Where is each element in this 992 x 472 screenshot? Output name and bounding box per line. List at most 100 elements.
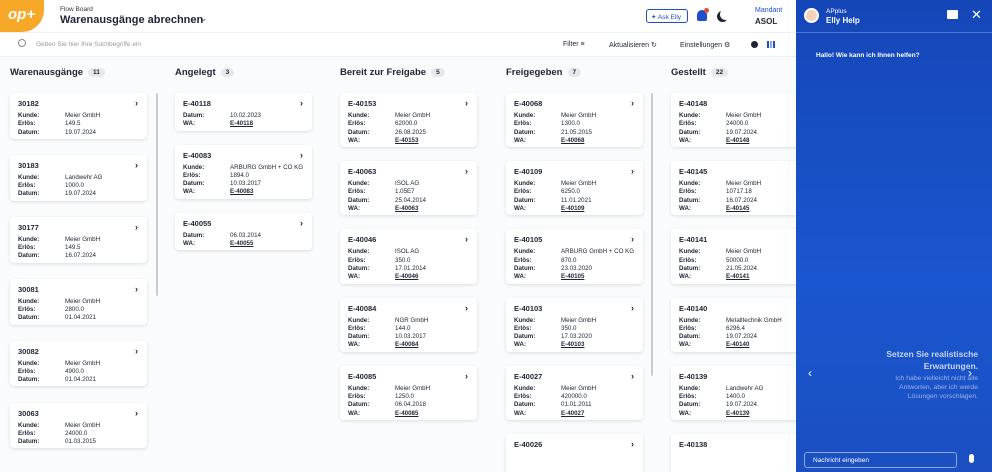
- close-button[interactable]: ✕: [971, 7, 982, 22]
- field-link[interactable]: E-40027: [561, 409, 585, 417]
- card-open[interactable]: ›: [465, 98, 468, 108]
- field-value: 149.5: [65, 120, 81, 128]
- field-label: WA:: [348, 205, 361, 213]
- card[interactable]: E-40103 › Kunde: Meier GmbH Erlös: 350.0 Datum…: [506, 297, 643, 352]
- field-link[interactable]: E-40063: [395, 205, 419, 213]
- card[interactable]: 30081 › Kunde: Meier GmbH Erlös: 2800.0 Datum:…: [10, 278, 147, 325]
- card[interactable]: 30177 › Kunde: Meier GmbH Erlös: 149.5 Datum: 1…: [10, 216, 147, 263]
- card-open[interactable]: ›: [631, 302, 634, 313]
- field-link[interactable]: E-40103: [561, 341, 585, 349]
- field-label: Kunde:: [348, 316, 370, 324]
- tenant[interactable]: ASOL: [755, 17, 778, 26]
- field-link[interactable]: E-40140: [726, 341, 750, 349]
- card[interactable]: E-40063 › Kunde: ISOL AG Erlös: 1.05E7 Datum: 2…: [340, 161, 477, 216]
- card-open[interactable]: ›: [631, 98, 634, 108]
- field-link[interactable]: E-40068: [561, 136, 585, 144]
- card-open[interactable]: ›: [631, 439, 634, 449]
- card-open[interactable]: ›: [135, 283, 138, 294]
- search-input[interactable]: Geben Sie hier Ihre Suchbegriffe ein: [36, 41, 142, 48]
- field-value: 19.07.2024: [726, 128, 757, 136]
- field-link[interactable]: E-40141: [726, 273, 750, 281]
- card[interactable]: E-40083 › Kunde: ARBURG GmbH + CO KG Erlös: 1…: [175, 144, 312, 199]
- message-input[interactable]: Nachricht eingeben: [804, 452, 957, 468]
- field-link[interactable]: E-40109: [561, 205, 585, 213]
- field-label: WA:: [348, 273, 361, 281]
- next-button[interactable]: ›: [968, 366, 972, 380]
- card[interactable]: E-40140›Kunde:Metalltechnik GmbHErlös:62…: [671, 297, 796, 352]
- card-open[interactable]: ›: [465, 234, 468, 245]
- title-dropdown[interactable]: ⌄: [200, 13, 208, 23]
- field-link[interactable]: E-40153: [395, 136, 419, 144]
- card[interactable]: E-40109 › Kunde: Meier GmbH Erlös: 6250.0 Datu…: [506, 161, 643, 216]
- card-open[interactable]: ›: [300, 149, 303, 160]
- field-link[interactable]: E-40148: [726, 136, 750, 144]
- field-value: Meier GmbH: [726, 112, 762, 119]
- card[interactable]: E-40026 ›: [506, 434, 643, 472]
- field-label: Kunde:: [18, 112, 40, 119]
- card-open[interactable]: ›: [631, 166, 634, 177]
- hint-headline: Setzen Sie realistische Erwartungen.: [886, 349, 978, 371]
- card[interactable]: 30183 › Kunde: Landwehr AG Erlös: 1000.0 Datum…: [10, 154, 147, 201]
- card[interactable]: E-40118 › Datum: 10.02.2023 WA: E-40118: [175, 93, 312, 131]
- card[interactable]: E-40085 › Kunde: Meier GmbH Erlös: 1250.0 Datu…: [340, 365, 477, 420]
- chat-icon[interactable]: [947, 10, 958, 19]
- card[interactable]: 30182 › Kunde: Meier GmbH Erlös: 149.5 Datum: 1…: [10, 93, 147, 139]
- card-open[interactable]: ›: [135, 407, 138, 418]
- board: op+ Flow Board Warenausgänge abrechnen ⌄…: [0, 0, 796, 472]
- theme-toggle[interactable]: [720, 9, 731, 20]
- field-link[interactable]: E-40046: [395, 273, 419, 281]
- card-open[interactable]: ›: [465, 370, 468, 381]
- field-label: Erlös:: [18, 244, 36, 252]
- card[interactable]: 30082 › Kunde: Meier GmbH Erlös: 4900.0 Datum:…: [10, 340, 147, 387]
- card[interactable]: E-40105 › Kunde: ARBURG GmbH + CO KG Erlös: 8…: [506, 229, 643, 284]
- field-link[interactable]: E-40105: [561, 273, 585, 281]
- field-label: WA:: [514, 409, 527, 417]
- refresh-button[interactable]: Aktualisieren ↻: [609, 42, 657, 49]
- card-open[interactable]: ›: [135, 345, 138, 356]
- card[interactable]: E-40148›Kunde:Meier GmbHErlös:24000.0Dat…: [671, 93, 796, 148]
- card[interactable]: E-40027 › Kunde: Meier GmbH Erlös: 420000.0 Da…: [506, 365, 643, 420]
- card[interactable]: E-40068 › Kunde: Meier GmbH Erlös: 1300.0 Datu…: [506, 93, 643, 148]
- card-open[interactable]: ›: [465, 166, 468, 177]
- field-value: 2800.0: [65, 305, 84, 313]
- prev-button[interactable]: ‹: [808, 366, 812, 380]
- settings-button[interactable]: Einstellungen ⚙: [680, 42, 731, 49]
- card-open[interactable]: ›: [135, 159, 138, 170]
- field-label: Datum:: [679, 196, 701, 204]
- header: op+ Flow Board Warenausgänge abrechnen ⌄…: [0, 0, 796, 32]
- card-title: E-40148: [679, 99, 708, 108]
- filter-button[interactable]: Filter ≡: [563, 41, 585, 48]
- field-link[interactable]: E-40118: [230, 120, 254, 128]
- card-open[interactable]: ›: [631, 234, 634, 245]
- card[interactable]: E-40153 › Kunde: Meier GmbH Erlös: 62000.0 Dat…: [340, 93, 477, 148]
- card[interactable]: E-40084 › Kunde: NGR GmbH Erlös: 144.0 Datum: 1…: [340, 297, 477, 352]
- field-link[interactable]: E-40139: [726, 409, 750, 417]
- logo[interactable]: op+: [0, 0, 44, 32]
- field-link[interactable]: E-40085: [395, 409, 419, 417]
- card[interactable]: E-40055 › Datum: 06.03.2014 WA: E-40055: [175, 212, 312, 251]
- notifications-icon[interactable]: [697, 10, 707, 21]
- card[interactable]: 30063 › Kunde: Meier GmbH Erlös: 24000.0 Datum…: [10, 402, 147, 449]
- field-label: Kunde:: [18, 235, 40, 243]
- card-open[interactable]: ›: [631, 370, 634, 381]
- card-open[interactable]: ›: [135, 221, 138, 232]
- field-label: Erlös:: [348, 393, 366, 401]
- card[interactable]: E-40138›: [671, 434, 796, 472]
- field-link[interactable]: E-40145: [726, 205, 750, 213]
- ask-elly-button[interactable]: ✦ Ask Elly: [646, 9, 688, 23]
- field-label: Erlös:: [18, 305, 36, 313]
- mic-button[interactable]: [969, 454, 974, 463]
- board-view-toggle[interactable]: [767, 41, 775, 48]
- card[interactable]: E-40139›Kunde:Landwehr AGErlös:1400.0Dat…: [671, 365, 796, 420]
- card-open[interactable]: ›: [300, 217, 303, 228]
- card-open[interactable]: ›: [300, 98, 303, 108]
- card-open[interactable]: ›: [465, 302, 468, 313]
- view-toggle[interactable]: [751, 41, 758, 48]
- field-link[interactable]: E-40084: [395, 341, 419, 349]
- card-open[interactable]: ›: [135, 98, 138, 108]
- card[interactable]: E-40145›Kunde:Meier GmbHErlös:10717.18Da…: [671, 161, 796, 216]
- card[interactable]: E-40046 › Kunde: ISOL AG Erlös: 350.0 Datum: 17…: [340, 229, 477, 284]
- field-link[interactable]: E-40083: [230, 188, 254, 196]
- field-link[interactable]: E-40055: [230, 240, 254, 248]
- card[interactable]: E-40141›Kunde:Meier GmbHErlös:50000.0Dat…: [671, 229, 796, 284]
